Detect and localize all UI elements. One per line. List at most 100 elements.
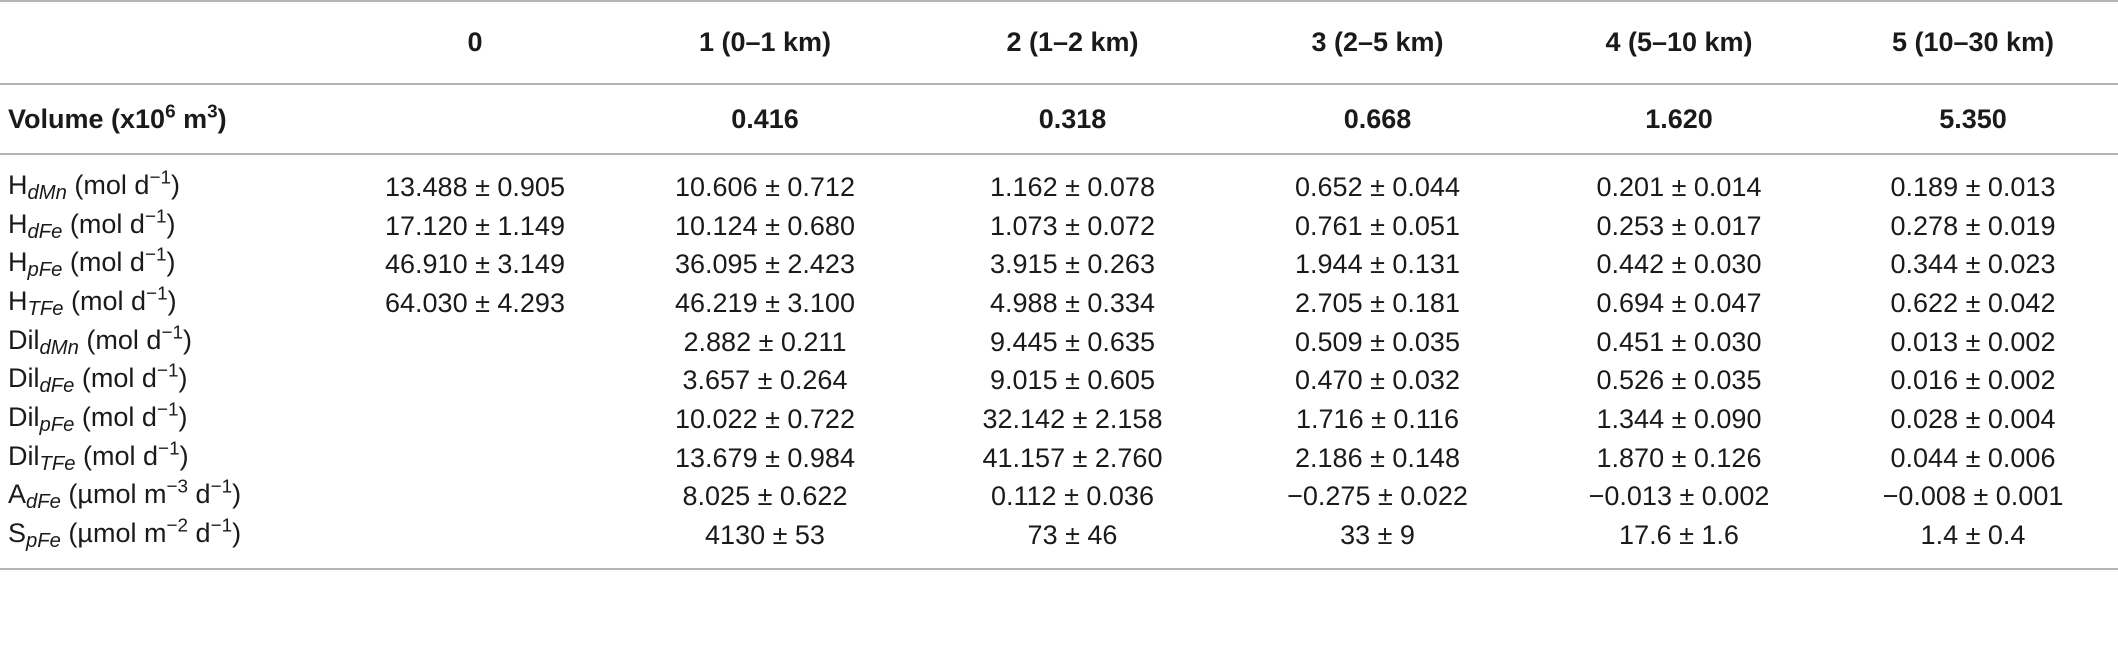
table-cell: 0.013 ± 0.002 — [1890, 326, 2056, 357]
table-cell — [340, 361, 610, 400]
table-cell: 0.668 — [1225, 83, 1530, 155]
label-exponent: −1 — [149, 167, 171, 189]
header-row: 0 1 (0–1 km) 2 (1–2 km) 3 (2–5 km) 4 (5–… — [0, 0, 2118, 84]
label-unit: (mol d — [75, 440, 159, 471]
row-label: HdMn (mol d−1) — [0, 154, 340, 207]
label-subscript: pFe — [26, 530, 61, 553]
table-cell: 10.124 ± 0.680 — [675, 210, 855, 241]
table-cell: 1.716 ± 0.116 — [1296, 403, 1459, 434]
label-exponent: −2 — [166, 515, 189, 537]
label-unit: d — [188, 479, 211, 510]
label-exponent: −1 — [210, 476, 233, 498]
table-cell: 17.120 ± 1.149 — [385, 210, 565, 241]
table-cell: 10.022 ± 0.722 — [675, 403, 855, 434]
table-cell: 0.318 — [920, 83, 1225, 155]
table-cell: 9.015 ± 0.605 — [990, 365, 1155, 396]
label-subscript: dFe — [39, 375, 75, 398]
label-exponent: −1 — [146, 283, 168, 305]
table-cell: 41.157 ± 2.760 — [982, 442, 1163, 473]
table-cell: 5.350 — [1828, 83, 2118, 155]
table-cell: 1.620 — [1530, 83, 1828, 155]
column-header: 3 (2–5 km) — [1225, 0, 1530, 84]
column-header: 4 (5–10 km) — [1530, 0, 1828, 84]
label-exponent: −1 — [144, 244, 167, 266]
table-cell: −0.008 ± 0.001 — [1882, 481, 2064, 512]
column-header: 2 (1–2 km) — [920, 0, 1225, 84]
label-subscript: pFe — [27, 259, 63, 282]
label-unit: (mol d — [62, 208, 145, 239]
label-unit: d — [188, 518, 211, 548]
table-row: HTFe (mol d−1) 64.030 ± 4.293 46.219 ± 3.1… — [0, 284, 2118, 323]
row-label: Volume (x106 m3) — [0, 83, 340, 155]
label-base: H — [8, 208, 28, 239]
label-subscript: dMn — [27, 181, 67, 204]
table-cell: 64.030 ± 4.293 — [385, 287, 565, 318]
row-label: AdFe (µmol m−3 d−1) — [0, 478, 340, 517]
label-unit: ) — [178, 363, 188, 394]
table-cell: 32.142 ± 2.158 — [982, 403, 1163, 434]
table-cell: 33 ± 9 — [1225, 516, 1530, 570]
table-row: HdFe (mol d−1) 17.120 ± 1.149 10.124 ± 0.6… — [0, 207, 2118, 246]
label-exponent: −3 — [166, 476, 189, 498]
label-unit: ) — [167, 285, 177, 316]
row-label: HdFe (mol d−1) — [0, 207, 340, 246]
table-cell — [340, 478, 610, 517]
table-cell: 3.915 ± 0.263 — [990, 249, 1155, 280]
label-part: Volume (x10 — [8, 103, 166, 134]
table-row: DildMn (mol d−1) 2.882 ± 0.211 9.445 ± 0.6… — [0, 323, 2118, 362]
table-cell: 4130 ± 53 — [610, 516, 920, 570]
label-base: H — [8, 247, 28, 278]
label-base: Dil — [8, 324, 40, 355]
table-cell: 1.4 ± 0.4 — [1828, 516, 2118, 570]
label-unit: (mol d — [63, 285, 147, 316]
label-unit: (mol d — [66, 169, 150, 200]
label-unit: (mol d — [74, 363, 157, 394]
label-unit: (mol d — [74, 401, 157, 432]
label-base: H — [8, 169, 28, 200]
label-subscript: dFe — [27, 220, 63, 243]
label-subscript: TFe — [27, 297, 64, 320]
volume-row: Volume (x106 m3) 0.416 0.318 0.668 1.620… — [0, 83, 2118, 155]
table-cell: 0.112 ± 0.036 — [991, 481, 1154, 512]
column-header — [0, 0, 340, 84]
table-cell: 0.526 ± 0.035 — [1596, 365, 1762, 396]
table-cell: 0.470 ± 0.032 — [1295, 365, 1460, 396]
table-cell: 13.679 ± 0.984 — [675, 442, 855, 473]
table-cell: 0.509 ± 0.035 — [1295, 326, 1460, 357]
label-base: S — [8, 518, 27, 548]
label-exponent: −1 — [158, 438, 180, 460]
column-header: 0 — [340, 0, 610, 84]
table-cell: 10.606 ± 0.712 — [675, 171, 855, 202]
table-cell — [340, 516, 610, 570]
table-cell: 73 ± 46 — [920, 516, 1225, 570]
table-cell: 0.694 ± 0.047 — [1596, 287, 1762, 318]
table-cell: 0.028 ± 0.004 — [1890, 403, 2056, 434]
row-label: DilpFe (mol d−1) — [0, 400, 340, 439]
label-base: Dil — [8, 440, 40, 471]
table-cell: 2.882 ± 0.211 — [683, 326, 847, 357]
label-unit: ) — [166, 208, 176, 239]
table-cell — [340, 83, 610, 155]
table-cell: 0.044 ± 0.006 — [1890, 442, 2056, 473]
label-base: H — [8, 285, 28, 316]
row-label: HpFe (mol d−1) — [0, 245, 340, 284]
label-exponent: 6 — [165, 101, 176, 123]
row-label: SpFe (µmol m−2 d−1) — [0, 515, 340, 570]
table-cell: 1.870 ± 0.126 — [1596, 442, 1762, 473]
table-cell: 0.278 ± 0.019 — [1890, 210, 2056, 241]
column-header: 1 (0–1 km) — [610, 0, 920, 84]
table-cell: −0.013 ± 0.002 — [1588, 481, 1770, 512]
label-exponent: −1 — [144, 206, 167, 228]
table-row: DilTFe (mol d−1) 13.679 ± 0.984 41.157 ± 2… — [0, 439, 2118, 478]
table-row: HpFe (mol d−1) 46.910 ± 3.149 36.095 ± 2.4… — [0, 245, 2118, 284]
row-label: HTFe (mol d−1) — [0, 284, 340, 323]
table-cell: 46.910 ± 3.149 — [385, 249, 565, 280]
table-cell: 17.6 ± 1.6 — [1530, 516, 1828, 570]
label-unit: ) — [166, 247, 176, 278]
row-label: DilTFe (mol d−1) — [0, 439, 340, 478]
label-unit: ) — [232, 518, 242, 548]
table-cell — [340, 400, 610, 439]
label-unit: ) — [178, 401, 188, 432]
label-unit: ) — [232, 479, 242, 510]
